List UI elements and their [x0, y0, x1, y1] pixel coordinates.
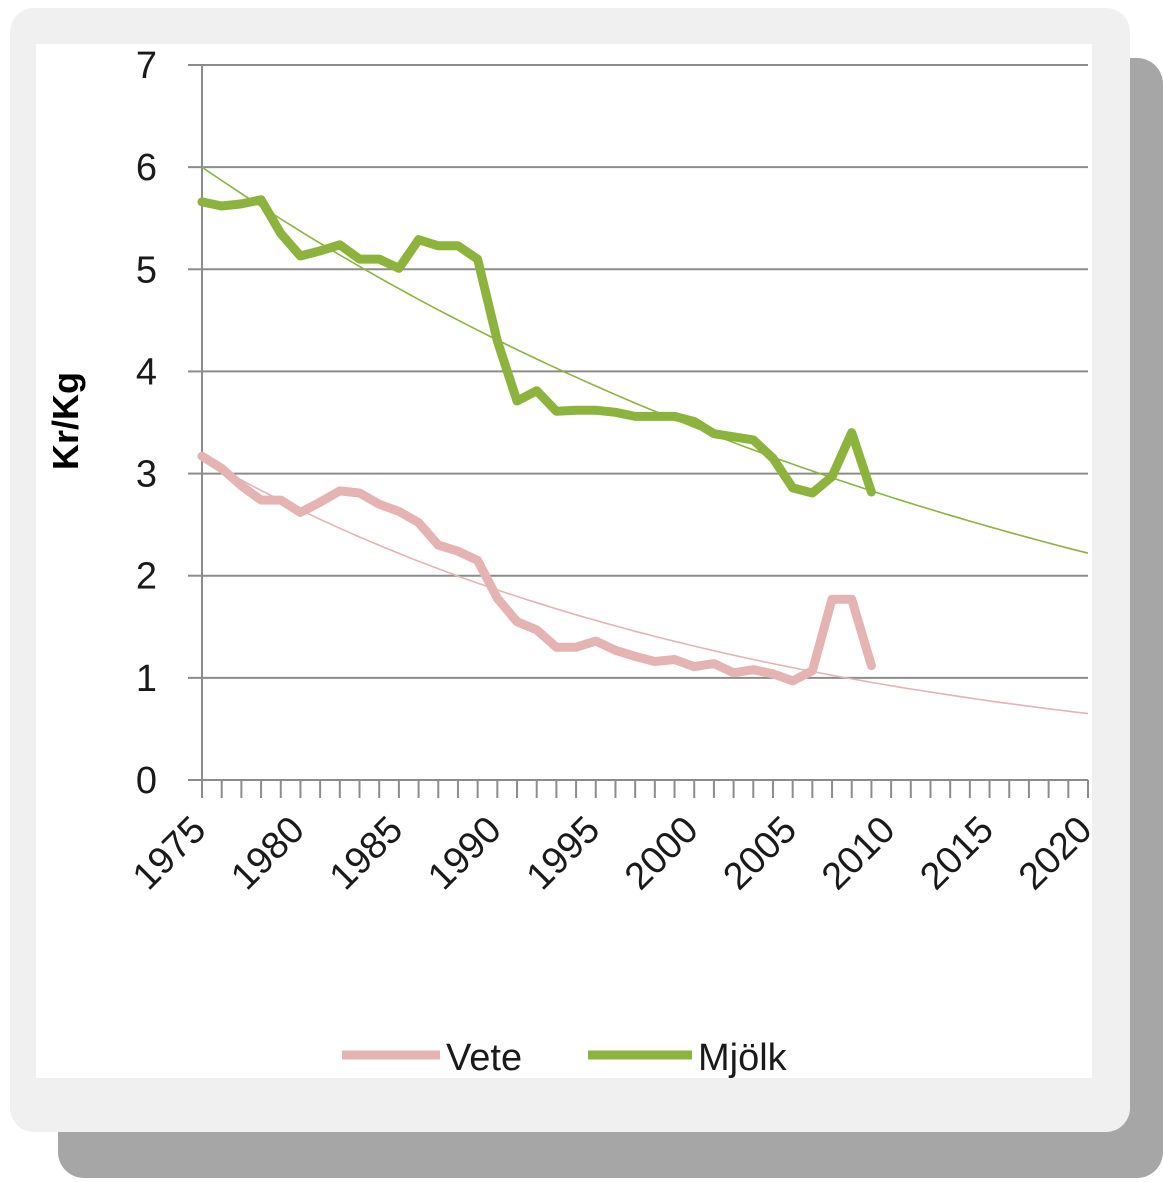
y-tick-label: 1: [136, 658, 157, 700]
y-tick-label: 7: [136, 45, 157, 87]
series-line-vete: [197, 451, 876, 686]
y-tick-label: 3: [136, 454, 157, 496]
legend-label-vete: Vete: [446, 1037, 522, 1079]
x-tick-label: 2010: [814, 809, 903, 898]
y-tick-labels: 0 1 2 3 4 5 6 7: [136, 45, 157, 802]
y-tick-label: 4: [136, 351, 157, 393]
trendlines: [201, 166, 1089, 715]
series-line-mjolk: [197, 195, 876, 498]
y-tick-label: 5: [136, 249, 157, 291]
y-tick-label: 0: [136, 760, 157, 802]
x-tick-label: 1980: [223, 809, 312, 898]
x-tick-label: 2005: [716, 809, 805, 898]
y-axis-label: Kr/Kg: [45, 372, 86, 470]
x-tick-label: 1990: [420, 809, 509, 898]
trendline-vete: [201, 457, 1089, 715]
x-tick-labels: 1975 1980 1985 1990 1995 2000 2005 2010 2015 2020: [125, 809, 1100, 898]
chart-background: [36, 44, 1092, 1078]
y-tick-label: 6: [136, 147, 157, 189]
x-tick-label: 1985: [322, 809, 411, 898]
legend: Vete Mjölk: [342, 1037, 788, 1079]
gridlines: [202, 64, 1088, 679]
series-lines: [197, 195, 876, 686]
x-tick-label: 1975: [125, 809, 214, 898]
legend-label-mjolk: Mjölk: [698, 1037, 788, 1079]
x-tick-label: 2020: [1011, 809, 1100, 898]
trendline-mjolk: [201, 166, 1089, 554]
y-tick-label: 2: [136, 556, 157, 598]
axes: [188, 64, 1089, 798]
x-tick-label: 2000: [617, 809, 706, 898]
x-tick-label: 1995: [519, 809, 608, 898]
x-tick-label: 2015: [912, 809, 1001, 898]
